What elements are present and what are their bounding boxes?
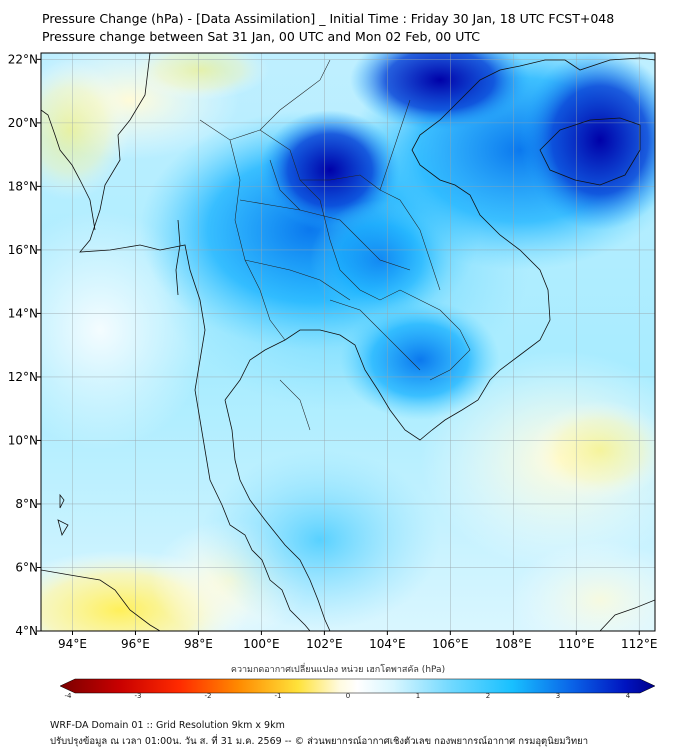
map-title: Pressure Change (hPa) - [Data Assimilati…	[42, 11, 615, 26]
footer-model-info: WRF-DA Domain 01 :: Grid Resolution 9km …	[50, 720, 285, 731]
map-frame	[40, 52, 656, 632]
graticule	[41, 53, 655, 632]
colorbar: -4 -3 -2 -1 0 1 2 3 4	[59, 678, 656, 700]
lat-tick-label: 8°N	[15, 497, 38, 511]
pressure-field	[41, 53, 655, 631]
lat-tick-label: 10°N	[8, 433, 38, 447]
pressure-change-map: 94°E 96°E 98°E 100°E 102°E 104°E 106°E 108°E 110…	[8, 52, 658, 700]
lat-axis: 22°N 20°N 18°N 16°N 14°N 12°N 10°N 8°N 6°N 4°N	[8, 52, 41, 638]
lon-tick-label: 110°E	[558, 637, 595, 651]
coastlines	[41, 53, 655, 631]
lat-tick-label: 4°N	[15, 624, 38, 638]
lon-tick-label: 96°E	[121, 637, 150, 651]
lon-tick-label: 108°E	[495, 637, 532, 651]
colorbar-tick-label: 3	[556, 692, 560, 700]
colorbar-tick-label: -2	[205, 692, 212, 700]
lat-tick-label: 16°N	[8, 243, 38, 257]
lat-tick-label: 14°N	[8, 306, 38, 320]
lat-tick-label: 22°N	[8, 52, 38, 66]
lon-tick-label: 102°E	[306, 637, 343, 651]
lon-tick-label: 104°E	[369, 637, 406, 651]
lon-tick-label: 94°E	[58, 637, 87, 651]
lon-tick-label: 112°E	[621, 637, 658, 651]
colorbar-tick-label: 0	[346, 692, 350, 700]
colorbar-tick-label: -4	[65, 692, 73, 700]
lon-tick-label: 98°E	[184, 637, 213, 651]
admin-borders	[199, 59, 471, 431]
lon-tick-label: 100°E	[243, 637, 280, 651]
lon-tick-label: 106°E	[432, 637, 469, 651]
lon-axis: 94°E 96°E 98°E 100°E 102°E 104°E 106°E 108°E 110…	[58, 631, 658, 651]
lat-tick-label: 6°N	[15, 560, 38, 574]
lat-tick-label: 20°N	[8, 116, 38, 130]
lat-tick-label: 18°N	[8, 179, 38, 193]
colorbar-tick-label: -3	[135, 692, 142, 700]
map-subtitle: Pressure change between Sat 31 Jan, 00 U…	[42, 29, 480, 44]
colorbar-label: ความกดอากาศเปลี่ยนแปลง หน่วย เฮกโตพาสคัล…	[230, 665, 446, 675]
lat-tick-label: 12°N	[8, 370, 38, 384]
footer-update-info: ปรับปรุงข้อมูล ณ เวลา 01:00น. วัน ส. ที่…	[50, 736, 589, 747]
colorbar-tick-label: 2	[486, 692, 490, 700]
colorbar-tick-label: 1	[416, 692, 420, 700]
colorbar-tick-label: 4	[626, 692, 631, 700]
colorbar-tick-label: -1	[275, 692, 282, 700]
